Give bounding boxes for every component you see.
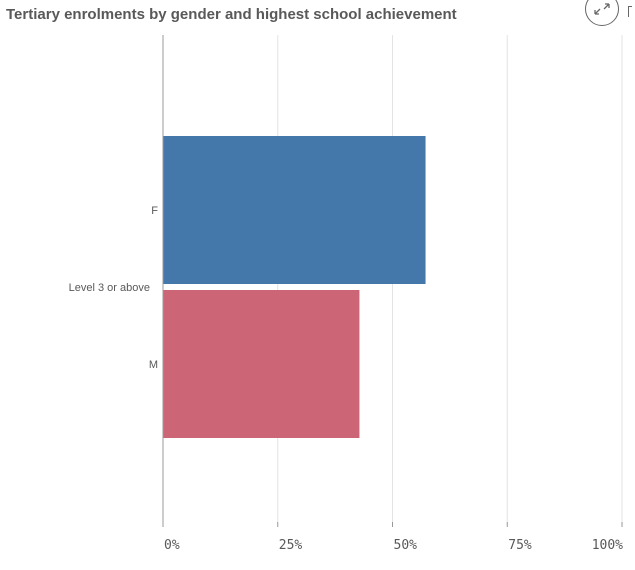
bar-M[interactable]	[163, 290, 360, 438]
chart-title: Tertiary enrolments by gender and highes…	[6, 6, 457, 23]
x-tick-label: 25%	[279, 538, 303, 553]
group-label: Level 3 or above	[69, 282, 150, 294]
x-axis-labels: 0% 25% 50% 75% 100%	[164, 538, 623, 553]
x-tick-label: 0%	[164, 538, 180, 553]
bar-F[interactable]	[163, 136, 426, 284]
x-tick-label: 50%	[394, 538, 418, 553]
expand-button[interactable]	[585, 0, 619, 26]
category-label: M	[149, 359, 158, 371]
category-label: F	[151, 205, 158, 217]
menu-icon[interactable]	[628, 6, 632, 17]
bars	[163, 136, 426, 438]
x-tick-label: 75%	[508, 538, 532, 553]
y-axis-labels: F M Level 3 or above	[69, 205, 159, 371]
expand-icon	[594, 3, 610, 15]
x-tick-label: 100%	[592, 538, 623, 553]
